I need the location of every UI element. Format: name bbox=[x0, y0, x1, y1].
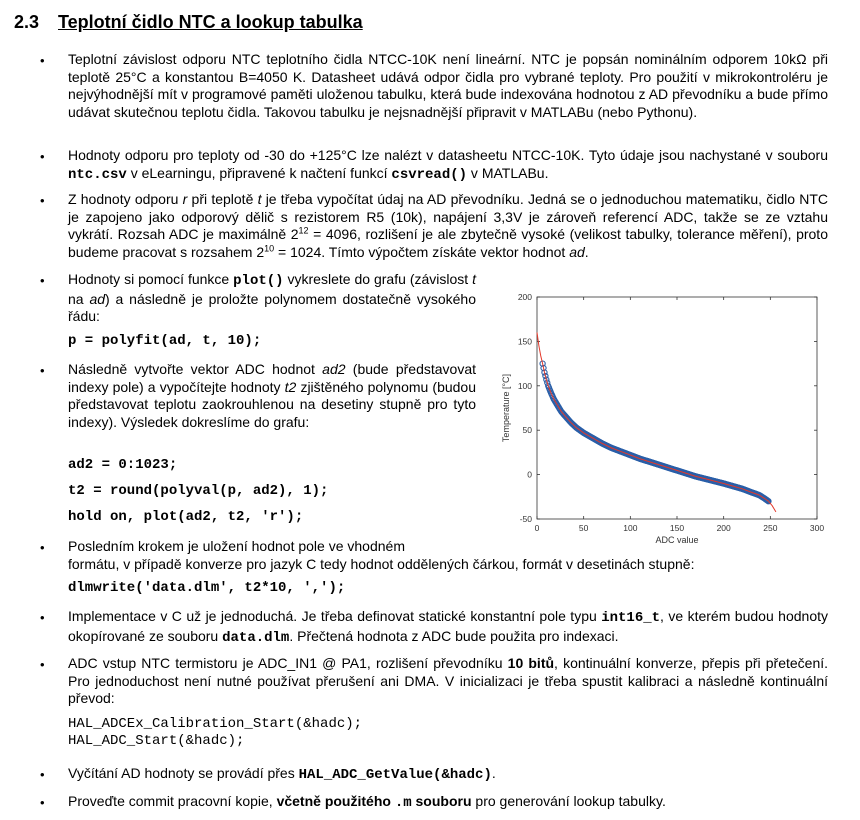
x-tick-label: 200 bbox=[717, 523, 731, 533]
section-number: 2.3 bbox=[14, 12, 40, 32]
code-dlmwrite: dlmwrite('data.dlm', t2*10, ','); bbox=[68, 580, 346, 596]
data-point-marker bbox=[540, 364, 547, 372]
filename-ntc-csv: ntc.csv bbox=[68, 166, 127, 183]
y-tick-label: 200 bbox=[518, 292, 532, 302]
y-tick-label: -50 bbox=[520, 514, 533, 524]
paragraph-c-implementation: Implementace v C už je jednoduchá. Je tř… bbox=[68, 608, 828, 646]
bullet-marker: • bbox=[40, 363, 45, 378]
x-tick-label: 150 bbox=[670, 523, 684, 533]
code-t2-round: t2 = round(polyval(p, ad2), 1); bbox=[68, 483, 329, 499]
code-calibration-start: HAL_ADCEx_Calibration_Start(&hadc); bbox=[68, 716, 363, 732]
y-tick-label: 50 bbox=[523, 425, 533, 435]
bullet-marker: • bbox=[40, 657, 45, 672]
x-tick-label: 100 bbox=[623, 523, 637, 533]
bullet-marker: • bbox=[40, 273, 45, 288]
bullet-marker: • bbox=[40, 53, 45, 68]
x-tick-label: 50 bbox=[579, 523, 589, 533]
paragraph-adc-config: ADC vstup NTC termistoru je ADC_IN1 @ PA… bbox=[68, 655, 829, 706]
bullet-marker: • bbox=[40, 767, 45, 782]
paragraph-polyval: Následně vytvořte vektor ADC hodnot ad2 … bbox=[68, 361, 477, 430]
type-int16: int16_t bbox=[601, 610, 661, 626]
section-title: Teplotní čidlo NTC a lookup tabulka bbox=[58, 12, 363, 32]
section-heading: 2.3 Teplotní čidlo NTC a lookup tabulka bbox=[14, 12, 363, 33]
function-getvalue: HAL_ADC_GetValue(&hadc) bbox=[298, 767, 492, 783]
plot-axes-box bbox=[536, 296, 818, 520]
paragraph-dlmwrite-line2: formátu, v případě konverze pro jazyk C … bbox=[68, 556, 695, 572]
x-axis-label: ADC value bbox=[655, 535, 698, 545]
code-hold-on-plot: hold on, plot(ad2, t2, 'r'); bbox=[68, 509, 304, 525]
fitted-polynomial-line bbox=[536, 332, 777, 513]
data-point-marker bbox=[765, 498, 772, 505]
bullet-marker: • bbox=[40, 540, 45, 555]
paragraph-datasheet: Hodnoty odporu pro teploty od -30 do +12… bbox=[68, 147, 828, 183]
y-tick-label: 150 bbox=[518, 336, 532, 346]
y-tick-label: 0 bbox=[527, 470, 532, 480]
bullet-marker: • bbox=[40, 193, 45, 208]
paragraph-ntc-intro: Teplotní závislost odporu NTC teplotního… bbox=[68, 51, 828, 120]
paragraph-dlmwrite-line1: Posledním krokem je uložení hodnot pole … bbox=[68, 538, 405, 554]
bullet-marker: • bbox=[40, 149, 45, 164]
data-point-marker bbox=[542, 372, 549, 380]
filename-data-dlm: data.dlm bbox=[222, 629, 290, 646]
bullet-marker: • bbox=[40, 610, 45, 625]
function-plot: plot() bbox=[233, 273, 284, 289]
function-csvread: csvread() bbox=[391, 166, 468, 183]
paragraph-getvalue: Vyčítání AD hodnoty se provádí přes HAL_… bbox=[68, 765, 496, 783]
paragraph-commit: Proveďte commit pracovní kopie, včetně p… bbox=[68, 793, 666, 811]
paragraph-adc-calculation: Z hodnoty odporu r při teplotě t je třeb… bbox=[68, 191, 828, 260]
code-adc-start: HAL_ADC_Start(&hadc); bbox=[68, 733, 245, 749]
data-point-marker bbox=[543, 376, 550, 383]
y-tick-label: 100 bbox=[518, 381, 532, 391]
x-tick-label: 250 bbox=[763, 523, 777, 533]
paragraph-plot-polyfit: Hodnoty si pomocí funkce plot() vykresle… bbox=[68, 271, 476, 324]
code-polyfit: p = polyfit(ad, t, 10); bbox=[68, 333, 262, 349]
data-point-marker bbox=[539, 360, 546, 367]
data-point-marker bbox=[541, 369, 548, 376]
x-tick-label: 0 bbox=[535, 523, 540, 533]
bullet-marker: • bbox=[40, 795, 45, 810]
y-axis-label: Temperature [°C] bbox=[501, 374, 511, 442]
x-tick-label: 300 bbox=[810, 523, 824, 533]
code-ad2: ad2 = 0:1023; bbox=[68, 457, 178, 473]
